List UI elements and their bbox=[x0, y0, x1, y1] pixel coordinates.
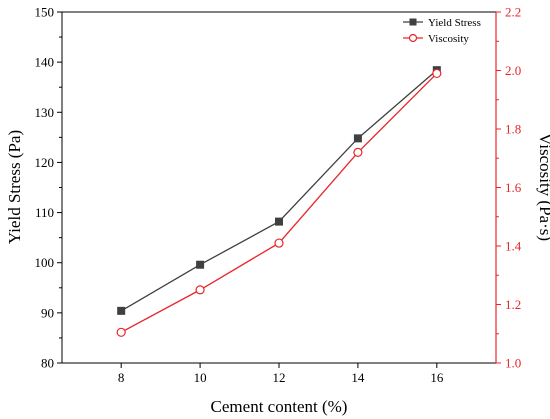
yield-stress-point bbox=[353, 134, 362, 143]
y-tick-label: 150 bbox=[35, 5, 55, 20]
yield-stress-point bbox=[275, 217, 283, 226]
yield-stress-point bbox=[196, 260, 205, 269]
yield-stress-point bbox=[117, 306, 126, 315]
legend-viscosity-marker bbox=[408, 33, 418, 43]
y2-tick-label: 2.2 bbox=[505, 5, 521, 20]
y-axis-title: Yield Stress (Pa) bbox=[5, 130, 24, 244]
yield-stress-line bbox=[120, 69, 438, 312]
y2-tick-label: 1.8 bbox=[505, 122, 521, 137]
x-tick-label: 16 bbox=[430, 370, 444, 385]
x-tick-label: 12 bbox=[273, 370, 286, 385]
viscosity-line bbox=[120, 72, 438, 333]
x-tick-label: 10 bbox=[194, 370, 207, 385]
y-tick-label: 110 bbox=[35, 205, 54, 220]
y-tick-label: 120 bbox=[35, 155, 55, 170]
legend: Yield Stress Viscosity bbox=[403, 17, 481, 45]
viscosity-point bbox=[353, 147, 363, 157]
y-tick-label: 140 bbox=[35, 55, 55, 70]
legend-yield-stress-label: Yield Stress bbox=[428, 17, 481, 29]
y-tick-label: 100 bbox=[35, 255, 55, 270]
x-tick-label: 14 bbox=[351, 370, 365, 385]
viscosity-point bbox=[432, 68, 442, 79]
y2-tick-label: 1.2 bbox=[505, 297, 521, 312]
axes: 8 10 12 14 16 80 90 100 110 120 130 140 150 1.0 1.2 1.4… bbox=[35, 5, 522, 386]
viscosity-point bbox=[195, 285, 205, 295]
y2-tick-label: 2.0 bbox=[505, 63, 521, 78]
y2-axis-title: Viscosity (Pa·s) bbox=[536, 133, 550, 241]
legend-yield-stress-marker bbox=[409, 18, 417, 26]
legend-viscosity-label: Viscosity bbox=[428, 33, 469, 45]
series-layer bbox=[116, 66, 442, 337]
y-tick-label: 130 bbox=[35, 105, 55, 120]
plot-frame bbox=[61, 11, 497, 364]
y2-tick-label: 1.4 bbox=[505, 239, 522, 254]
viscosity-point bbox=[116, 327, 126, 337]
y-tick-label: 90 bbox=[41, 305, 54, 320]
y2-tick-label: 1.0 bbox=[505, 356, 521, 371]
y2-tick-label: 1.6 bbox=[505, 180, 522, 195]
x-tick-label: 8 bbox=[118, 370, 125, 385]
y-tick-label: 80 bbox=[41, 356, 54, 371]
viscosity-point bbox=[274, 238, 284, 248]
x-axis-title: Cement content (%) bbox=[211, 397, 348, 416]
